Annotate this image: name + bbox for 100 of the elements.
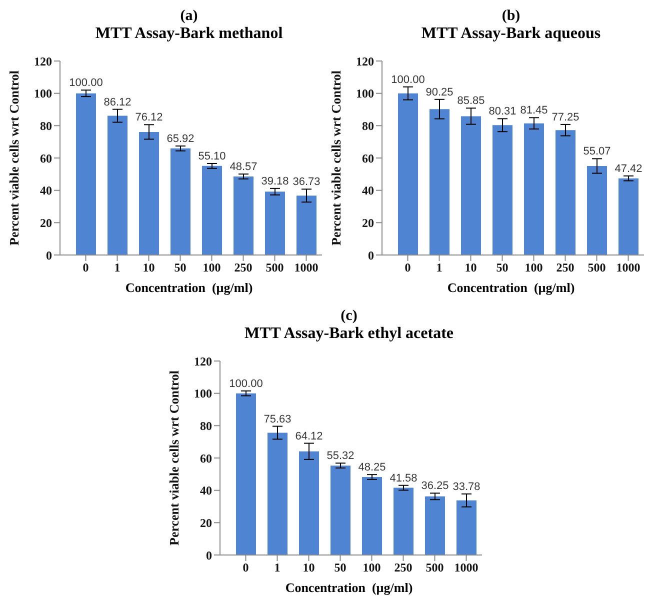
bar — [170, 148, 190, 255]
x-tick-label: 10 — [464, 260, 477, 275]
data-label: 47.42 — [614, 162, 642, 175]
x-tick-label: 50 — [334, 560, 346, 575]
y-axis-title: Percent viable cells wrt Control — [166, 370, 182, 546]
bar — [362, 476, 382, 555]
y-tick-label: 80 — [362, 118, 374, 133]
x-tick-label: 500 — [266, 260, 284, 275]
x-tick-label: 1 — [274, 560, 280, 575]
bar — [587, 166, 607, 255]
data-label: 41.58 — [390, 472, 418, 484]
bar — [299, 451, 319, 555]
bar — [461, 116, 481, 255]
bar — [394, 488, 414, 555]
y-tick-label: 100 — [34, 86, 52, 101]
bar — [430, 109, 450, 255]
bar — [456, 500, 476, 555]
bar — [296, 196, 316, 255]
x-tick-label: 10 — [142, 260, 155, 275]
x-tick-label: 250 — [394, 560, 412, 575]
y-axis-title: Percent viable cells wrt Control — [328, 70, 344, 246]
data-label: 81.45 — [520, 104, 548, 117]
y-tick-label: 40 — [200, 484, 212, 498]
x-axis-title: Concentration (µg/ml) — [284, 579, 414, 597]
x-tick-label: 1 — [114, 260, 120, 275]
y-tick-label: 20 — [200, 516, 212, 530]
data-label: 33.78 — [452, 480, 480, 493]
y-tick-label: 100 — [194, 386, 212, 401]
y-tick-label: 60 — [40, 151, 52, 166]
y-tick-label: 20 — [40, 216, 52, 230]
data-label: 100.00 — [229, 378, 263, 390]
y-tick-label: 60 — [362, 151, 374, 166]
data-label: 36.73 — [292, 176, 320, 188]
bar — [236, 393, 256, 555]
x-tick-label: 100 — [524, 260, 543, 275]
data-label: 36.25 — [421, 480, 449, 492]
bar — [265, 192, 285, 255]
data-label: 55.32 — [326, 450, 354, 462]
chart-subtitle: (a) — [179, 8, 199, 25]
y-tick-label: 120 — [356, 54, 374, 68]
y-tick-label: 0 — [368, 248, 374, 262]
x-tick-label: 250 — [234, 260, 252, 275]
data-label: 55.07 — [583, 146, 611, 158]
x-axis-title: Concentration (µg/ml) — [124, 279, 254, 297]
bar — [76, 93, 96, 255]
y-tick-label: 120 — [194, 354, 212, 368]
chart-subtitle: (b) — [500, 8, 522, 25]
data-label: 100.00 — [391, 74, 425, 86]
x-tick-label: 50 — [496, 260, 508, 275]
y-tick-label: 120 — [34, 54, 52, 68]
x-tick-label: 0 — [82, 260, 89, 275]
data-label: 85.85 — [457, 95, 485, 108]
data-label: 86.12 — [104, 96, 132, 108]
bar — [556, 130, 576, 255]
x-axis-title: Concentration (µg/ml) — [446, 279, 576, 297]
data-label: 39.18 — [261, 175, 289, 188]
x-tick-label: 500 — [588, 260, 606, 275]
data-label: 90.25 — [426, 86, 454, 98]
x-tick-label: 250 — [556, 260, 574, 275]
bar — [524, 123, 544, 255]
bar — [139, 132, 159, 255]
bar — [618, 178, 638, 255]
y-axis-title: Percent viable cells wrt Control — [6, 70, 22, 246]
x-tick-label: 1 — [436, 260, 442, 275]
y-tick-label: 80 — [40, 118, 52, 133]
data-label: 64.12 — [295, 430, 323, 442]
y-tick-label: 0 — [46, 248, 52, 262]
data-label: 76.12 — [135, 112, 163, 124]
x-tick-label: 0 — [404, 260, 411, 275]
bar — [425, 496, 445, 555]
data-label: 100.00 — [69, 77, 103, 90]
x-tick-label: 1000 — [616, 260, 640, 275]
x-tick-label: 50 — [174, 260, 186, 275]
y-tick-label: 20 — [362, 216, 374, 230]
data-label: 77.25 — [552, 111, 580, 124]
y-tick-label: 40 — [362, 184, 374, 198]
bar — [234, 176, 254, 255]
x-tick-label: 0 — [242, 560, 249, 575]
y-tick-label: 0 — [206, 548, 212, 562]
bar — [202, 166, 222, 255]
bar — [268, 432, 288, 555]
x-tick-label: 1000 — [454, 560, 478, 575]
y-tick-label: 100 — [356, 86, 374, 101]
x-tick-label: 10 — [302, 560, 315, 575]
chart-title: MTT Assay-Bark aqueous — [420, 25, 602, 43]
chart-title: MTT Assay-Bark ethyl acetate — [243, 325, 454, 343]
chart-title: MTT Assay-Bark methanol — [94, 25, 284, 43]
y-tick-label: 80 — [200, 418, 212, 433]
data-label: 80.31 — [488, 106, 516, 118]
bar — [108, 116, 128, 255]
data-label: 55.10 — [198, 150, 226, 162]
data-label: 48.57 — [230, 161, 258, 174]
y-tick-label: 60 — [200, 451, 212, 466]
chart-subtitle: (c) — [340, 308, 358, 325]
bar — [398, 93, 418, 255]
data-label: 48.25 — [358, 462, 386, 474]
bar — [330, 466, 350, 555]
x-tick-label: 500 — [426, 560, 444, 575]
x-tick-label: 1000 — [294, 260, 318, 275]
y-tick-label: 40 — [40, 184, 52, 198]
